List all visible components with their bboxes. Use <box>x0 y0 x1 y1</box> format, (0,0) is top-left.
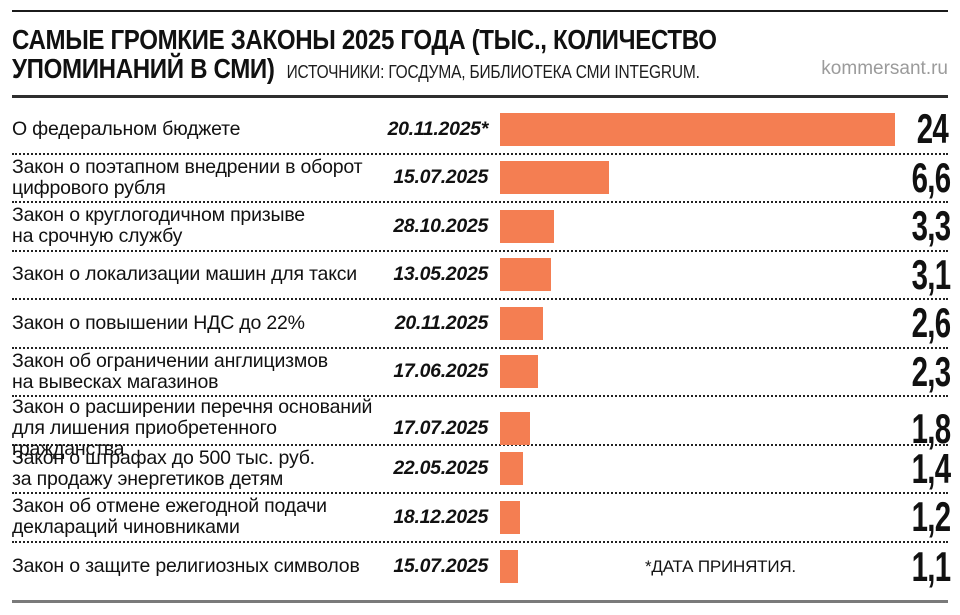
chart-title-line1: САМЫЕ ГРОМКИЕ ЗАКОНЫ 2025 ГОДА (ТЫС., КО… <box>12 24 717 55</box>
mention-bar <box>500 306 543 340</box>
law-value: 1,2 <box>911 493 951 541</box>
law-date: 17.07.2025 <box>393 417 488 439</box>
mention-bar <box>500 412 530 445</box>
bar-track <box>490 550 895 584</box>
header-rule <box>12 95 948 98</box>
chart-sources: ИСТОЧНИКИ: ГОСДУМА, БИБЛИОТЕКА СМИ INTEG… <box>286 62 700 82</box>
law-row: Закон о расширении перечня оснований для… <box>12 397 951 460</box>
chart-title-line2: УПОМИНАНИЙ В СМИ) <box>12 53 275 84</box>
chart-header: САМЫЕ ГРОМКИЕ ЗАКОНЫ 2025 ГОДА (ТЫС., КО… <box>12 12 948 86</box>
law-date: 15.07.2025 <box>393 166 488 189</box>
law-date: 28.10.2025 <box>393 214 488 237</box>
law-label: Закон о поэтапном внедрении в оборот циф… <box>12 155 363 199</box>
bottom-rule <box>12 600 948 603</box>
mention-bar <box>500 258 552 292</box>
law-value: 3,1 <box>911 250 951 298</box>
law-value: 2,6 <box>911 299 951 347</box>
law-date: 22.05.2025 <box>393 457 488 480</box>
law-value: 2,3 <box>911 347 951 395</box>
law-row: Закон о защите религиозных символов 15.0… <box>12 542 951 592</box>
bar-track <box>490 452 895 486</box>
law-row: Закон о круглогодичном призыве на срочну… <box>12 202 951 252</box>
mention-bar <box>500 355 538 389</box>
law-label: Закон о локализации машин для такси <box>12 263 357 286</box>
law-label: Закон о штрафах до 500 тыс. руб. за прод… <box>12 446 315 490</box>
law-date: 17.06.2025 <box>393 360 488 383</box>
bar-track <box>490 209 895 243</box>
law-date: 13.05.2025 <box>393 263 488 286</box>
law-label: Закон о круглогодичном призыве на срочну… <box>12 204 305 248</box>
mention-bar <box>500 500 520 534</box>
bar-track <box>490 412 895 445</box>
law-value: 3,3 <box>911 202 951 250</box>
law-date: 20.11.2025 <box>394 311 488 334</box>
law-label: Закон о повышении НДС до 22% <box>12 311 305 334</box>
bar-chart: О федеральном бюджете 20.11.2025* 24 Зак… <box>12 105 951 592</box>
mention-bar <box>500 112 895 146</box>
bar-track <box>490 161 895 195</box>
law-label: Закон о защите религиозных символов <box>12 555 360 578</box>
law-value: 1,1 <box>911 542 951 590</box>
law-row: О федеральном бюджете 20.11.2025* 24 <box>12 105 949 155</box>
law-label: Закон об ограничении англицизмов на выве… <box>12 349 328 393</box>
law-row: Закон о поэтапном внедрении в оборот циф… <box>12 153 951 203</box>
law-value: 1,4 <box>911 444 951 492</box>
bar-track <box>490 258 895 292</box>
mention-bar <box>500 209 555 243</box>
law-row: Закон об ограничении англицизмов на выве… <box>12 347 951 397</box>
bar-track <box>490 500 895 534</box>
law-row: Закон об отмене ежегодной подачи деклара… <box>12 493 951 543</box>
law-date: 18.12.2025 <box>393 505 488 528</box>
mention-bar <box>500 161 609 195</box>
law-value: 6,6 <box>911 153 951 201</box>
mention-bar <box>500 550 519 584</box>
law-date: 15.07.2025 <box>393 555 488 578</box>
law-row: Закон о локализации машин для такси 13.0… <box>12 250 951 300</box>
law-row: Закон о повышении НДС до 22% 20.11.2025 … <box>12 299 951 349</box>
law-value: 24 <box>916 105 949 153</box>
bar-track <box>490 306 895 340</box>
watermark-kommersant: kommersant.ru <box>821 58 948 79</box>
top-rule <box>12 10 948 12</box>
bar-track <box>490 355 895 389</box>
law-label: О федеральном бюджете <box>12 117 241 140</box>
bar-track <box>490 112 895 146</box>
footnote-date-note: *ДАТА ПРИНЯТИЯ. <box>645 556 796 576</box>
mention-bar <box>500 452 524 486</box>
law-label: Закон об отмене ежегодной подачи деклара… <box>12 495 327 539</box>
law-label: Закон о расширении перечня оснований для… <box>12 396 373 460</box>
law-date: 20.11.2025* <box>387 117 489 140</box>
chart-title: САМЫЕ ГРОМКИЕ ЗАКОНЫ 2025 ГОДА (ТЫС., КО… <box>12 25 960 87</box>
law-value: 1,8 <box>911 404 951 452</box>
law-row: Закон о штрафах до 500 тыс. руб. за прод… <box>12 444 951 494</box>
